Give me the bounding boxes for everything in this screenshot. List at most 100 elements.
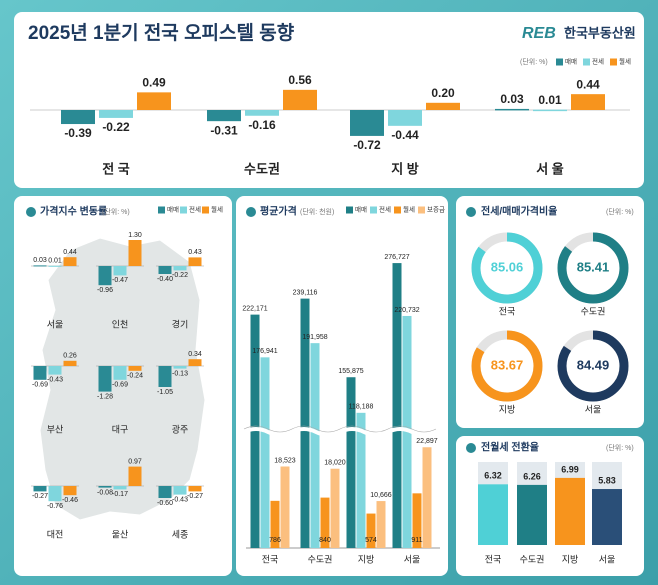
category-label: 수도권 — [244, 161, 280, 176]
bar — [98, 266, 112, 286]
bar — [270, 500, 280, 548]
bar — [346, 377, 356, 548]
chart-title: 전세/매매가격비율 — [481, 205, 557, 218]
value-label: -0.69 — [112, 382, 128, 389]
category-label: 서울 — [585, 404, 602, 414]
bar — [33, 486, 47, 492]
value-label: -0.08 — [97, 489, 113, 496]
value-label: 276,727 — [384, 254, 409, 261]
bar — [592, 489, 622, 545]
value-label: -0.43 — [172, 496, 188, 503]
bar — [350, 110, 384, 136]
donut-value: 85.41 — [577, 259, 610, 274]
bar — [260, 357, 270, 548]
bar — [128, 466, 142, 486]
bar — [422, 447, 432, 548]
bar — [98, 366, 112, 392]
category-label: 수도권 — [308, 553, 333, 564]
bar — [158, 266, 172, 274]
bar — [173, 266, 187, 271]
bar — [366, 513, 376, 548]
bar — [207, 110, 241, 122]
value-label: -1.28 — [97, 393, 113, 400]
value-label: 155,875 — [338, 368, 363, 375]
value-label: -0.46 — [62, 497, 78, 504]
legend-label: 매매 — [167, 206, 179, 214]
logo-text: 한국부동산원 — [564, 25, 636, 40]
bar — [33, 265, 47, 267]
value-label: 911 — [411, 537, 422, 544]
value-label: -0.40 — [157, 276, 173, 283]
category-label: 지방 — [499, 404, 516, 414]
value-label: -0.76 — [47, 503, 63, 510]
bar — [495, 108, 529, 111]
legend-label: 매매 — [355, 206, 367, 214]
axis-break — [243, 427, 437, 437]
value-label: -0.22 — [102, 120, 130, 134]
bar — [99, 110, 133, 118]
bar — [517, 484, 547, 545]
value-label: 10,666 — [370, 492, 392, 499]
unit: (단위: %) — [102, 207, 130, 216]
value-label: 220,732 — [394, 307, 419, 314]
category-label: 지방 — [562, 554, 579, 564]
value-label: 6.99 — [561, 464, 579, 474]
value-label: 239,116 — [293, 289, 318, 296]
value-label: 1.30 — [128, 232, 142, 239]
title-icon — [246, 207, 256, 217]
region-label: 광주 — [172, 423, 189, 434]
bar — [137, 92, 171, 110]
bar — [310, 343, 320, 548]
bar — [61, 110, 95, 125]
donut-arc — [557, 232, 629, 304]
category-label: 서울 — [599, 554, 616, 564]
region-label: 부산 — [47, 424, 64, 434]
bar — [250, 314, 260, 548]
unit: (단위: %) — [520, 57, 548, 66]
value-label: -0.17 — [112, 491, 128, 498]
category-label: 수도권 — [581, 305, 606, 316]
value-label: 176,941 — [252, 348, 277, 355]
bar — [412, 493, 422, 548]
region-label: 대전 — [47, 529, 64, 539]
bar — [188, 359, 202, 366]
value-label: 0.03 — [33, 257, 47, 264]
value-label: 574 — [365, 537, 377, 544]
donut-value: 85.06 — [491, 259, 524, 274]
value-label: 22,897 — [416, 438, 438, 445]
value-label: 0.34 — [188, 351, 202, 358]
value-label: -0.13 — [172, 370, 188, 377]
donut-arc — [471, 232, 543, 304]
title-icon — [466, 207, 476, 217]
legend-swatch — [418, 206, 425, 214]
legend-swatch — [556, 58, 563, 66]
unit: (단위: %) — [606, 207, 634, 216]
value-label: 0.20 — [431, 86, 455, 100]
category-label: 전국 — [485, 554, 502, 564]
unit: (단위: %) — [606, 443, 634, 452]
donut-arc — [557, 330, 629, 402]
legend-label: 전세 — [189, 205, 201, 214]
value-label: 191,958 — [302, 334, 327, 341]
legend-label: 월세 — [403, 205, 415, 214]
value-label: -0.43 — [47, 376, 63, 383]
bar — [48, 265, 62, 267]
bar — [478, 484, 508, 545]
bar — [300, 298, 310, 548]
bar — [63, 486, 77, 496]
value-label: -0.16 — [248, 118, 276, 132]
bar — [98, 486, 112, 488]
legend-swatch — [180, 206, 187, 214]
bar — [128, 366, 142, 371]
bar — [173, 366, 187, 369]
bar — [48, 366, 62, 375]
bar — [158, 366, 172, 387]
legend-swatch — [583, 58, 590, 66]
value-label: -0.27 — [187, 493, 203, 500]
bar — [555, 477, 585, 545]
value-label: 0.03 — [500, 92, 524, 106]
value-label: -0.31 — [210, 123, 238, 137]
value-label: 6.26 — [523, 471, 541, 481]
value-label: -0.39 — [64, 126, 92, 140]
bar — [392, 263, 402, 548]
